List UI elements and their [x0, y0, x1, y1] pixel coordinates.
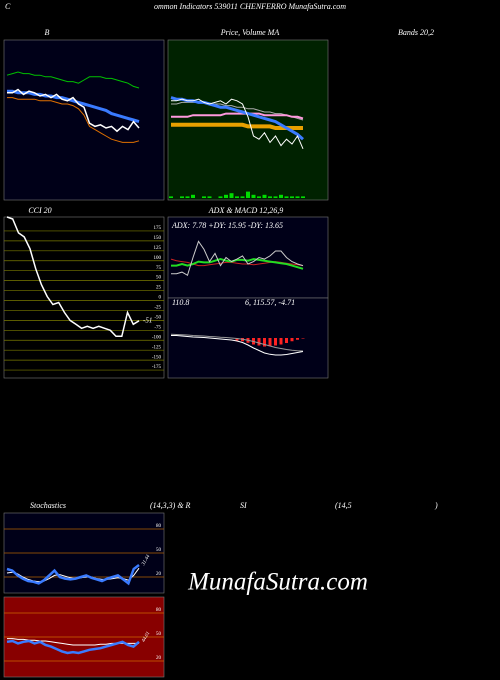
volume-bar — [207, 196, 212, 198]
volume-bar — [202, 196, 206, 198]
volume-bar — [224, 194, 228, 198]
panel-title: (14,3,3) & R — [150, 501, 191, 510]
tick: 25 — [156, 286, 162, 291]
series-line — [6, 71, 140, 89]
volume-bar — [169, 196, 173, 198]
volume-bar — [185, 196, 190, 198]
watermark: MunafaSutra.com — [187, 569, 368, 596]
panel — [3, 216, 165, 379]
series-line — [7, 97, 140, 143]
volume-bar — [290, 196, 294, 198]
annotation: 6, 115.57, -4.71 — [245, 298, 295, 307]
panel — [167, 39, 329, 201]
panel-title: B — [45, 28, 50, 37]
series-line — [170, 333, 304, 352]
value-label: 44.01 — [141, 631, 151, 643]
tick: -75 — [154, 325, 161, 330]
tick: 80 — [156, 608, 162, 613]
series-line — [171, 240, 304, 277]
volume-bar — [279, 194, 283, 198]
series-line — [171, 258, 304, 270]
header-initial: C — [5, 2, 11, 11]
histogram-bar — [279, 338, 283, 345]
tick: 125 — [154, 246, 162, 251]
panel-title: SI — [240, 501, 247, 510]
series-line — [171, 101, 304, 121]
histogram-bar — [263, 338, 266, 347]
panel-title: Price, Volume MA — [220, 28, 280, 37]
series-line — [171, 98, 304, 149]
tick: -150 — [152, 355, 162, 360]
tick: 100 — [154, 256, 162, 261]
panel-title: ) — [434, 501, 438, 510]
tick: 20 — [156, 656, 162, 661]
tick: 150 — [154, 236, 162, 241]
series-line — [171, 112, 304, 120]
panel-title: (14,5 — [335, 501, 352, 510]
histogram-bar — [301, 338, 305, 339]
tick: -50 — [154, 315, 161, 320]
value-label: -51 — [143, 316, 152, 324]
tick: -125 — [152, 345, 162, 350]
volume-bar — [301, 196, 305, 198]
histogram-bar — [274, 338, 277, 346]
volume-bar — [235, 196, 239, 198]
volume-bar — [191, 194, 195, 198]
series-line — [7, 89, 140, 124]
panel-title: ADX & MACD 12,26,9 — [208, 206, 283, 215]
volume-bar — [262, 194, 267, 198]
volume-bar — [229, 193, 234, 198]
volume-bar — [268, 196, 272, 198]
histogram-bar — [257, 338, 261, 346]
series-line — [171, 335, 304, 356]
series-line — [7, 88, 140, 133]
tick: 75 — [156, 266, 162, 271]
histogram-bar — [235, 338, 239, 341]
tick: 50 — [156, 276, 162, 281]
tick: -25 — [154, 306, 161, 311]
series-line — [171, 122, 303, 130]
tick: 20 — [156, 572, 162, 577]
panel-subtitle: Bands 20,2 — [398, 28, 434, 37]
tick: 50 — [156, 548, 162, 553]
histogram-bar — [285, 338, 288, 343]
series-line — [6, 564, 140, 586]
volume-bar — [257, 196, 261, 198]
volume-bar — [240, 196, 245, 198]
volume-bar — [218, 196, 223, 198]
header-title: ommon Indicators 539011 CHENFERRO Munafa… — [154, 2, 346, 11]
panel — [167, 216, 329, 299]
histogram-bar — [290, 338, 294, 342]
volume-bar — [273, 196, 278, 198]
volume-bar — [295, 196, 300, 198]
series-line — [6, 216, 140, 338]
tick: 175 — [154, 226, 162, 231]
annotation: 110.8 — [172, 298, 189, 307]
volume-bar — [180, 196, 184, 198]
volume-bar — [246, 191, 250, 198]
value-label: 31.44 — [141, 554, 151, 567]
panel-title: CCI 20 — [28, 206, 51, 215]
volume-bar — [284, 196, 289, 198]
tick: -100 — [152, 335, 162, 340]
series-line — [6, 639, 140, 655]
tick: 0 — [159, 296, 162, 301]
tick: 50 — [156, 632, 162, 637]
histogram-bar — [268, 338, 272, 347]
tick: -175 — [152, 365, 162, 370]
tick: 80 — [156, 524, 162, 529]
panel-title: Stochastics — [30, 501, 66, 510]
annotation: ADX: 7.78 +DY: 15.95 -DY: 13.65 — [171, 221, 283, 230]
histogram-bar — [296, 338, 299, 340]
volume-bar — [251, 194, 256, 198]
panel — [3, 39, 165, 201]
